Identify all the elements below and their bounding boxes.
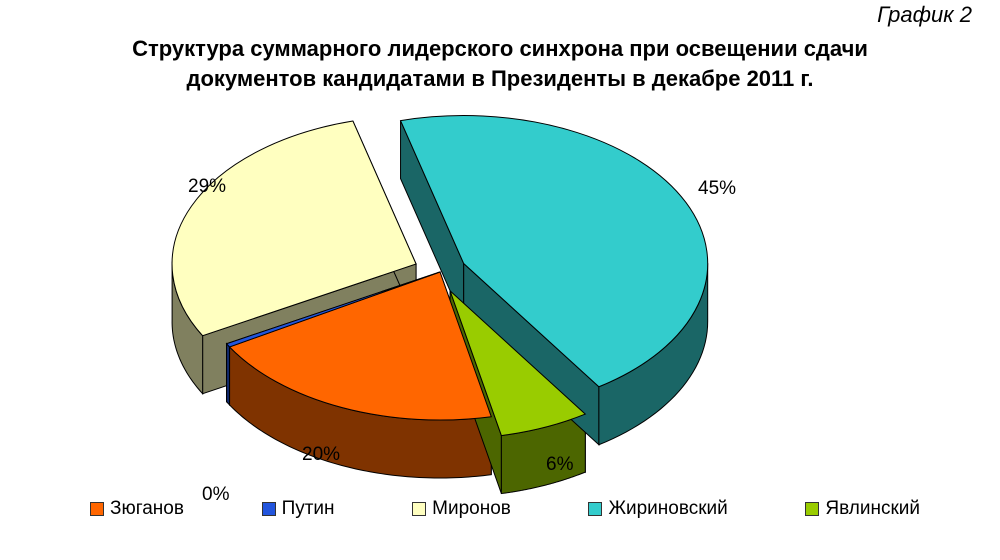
legend-swatch-mironov	[412, 502, 427, 516]
figure-label: График 2	[877, 2, 972, 27]
legend-item-yavlinsky: Явлинский	[805, 498, 920, 520]
data-label-zyuganov: 20%	[302, 444, 340, 465]
chart-title-line-2: документов кандидатами в Президенты в де…	[186, 66, 814, 91]
slice-zhirinovsky	[399, 115, 709, 388]
data-label-putin: 0%	[202, 484, 230, 505]
chart-title: Структура суммарного лидерского синхрона…	[20, 34, 980, 94]
legend-item-zyuganov: Зюганов	[90, 498, 184, 520]
legend-label-mironov: Миронов	[432, 498, 511, 519]
legend-label-zhirinovsky: Жириновский	[608, 498, 728, 519]
pie-tops	[171, 115, 709, 437]
legend-item-mironov: Миронов	[412, 498, 511, 520]
data-label-zhirinovsky: 45%	[698, 178, 736, 199]
legend-item-putin: Путин	[261, 498, 335, 520]
slice-putin	[225, 271, 441, 348]
legend-swatch-zhirinovsky	[588, 502, 603, 516]
chart-title-line-1: Структура суммарного лидерского синхрона…	[132, 36, 868, 61]
legend-swatch-yavlinsky	[805, 502, 820, 516]
slice-mironov	[171, 120, 417, 337]
slice-zyuganov	[228, 271, 492, 421]
slice-yavlinsky	[449, 290, 587, 437]
data-label-mironov: 29%	[188, 176, 226, 197]
legend-label-yavlinsky: Явлинский	[825, 498, 920, 519]
legend-item-zhirinovsky: Жириновский	[588, 498, 728, 520]
legend-swatch-zyuganov	[90, 502, 104, 516]
legend-label-zyuganov: Зюганов	[110, 498, 184, 519]
chart-legend: Зюганов Путин Миронов Жириновский Явлинс…	[90, 498, 920, 520]
data-label-yavlinsky: 6%	[546, 454, 574, 475]
legend-swatch-putin	[261, 502, 276, 516]
legend-label-putin: Путин	[281, 498, 335, 519]
